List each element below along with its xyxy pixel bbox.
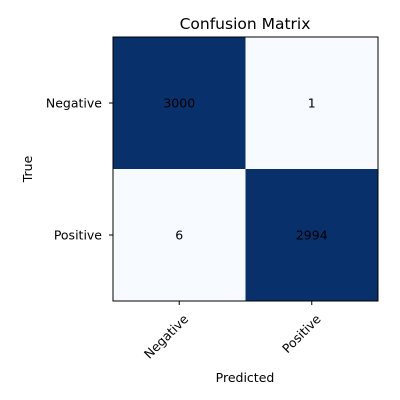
cell-value-label-0-1: 1 [308,96,316,111]
heatmap-cell-0-0 [113,37,246,170]
y-tick-label: Negative [46,96,102,111]
x-axis-ticks: Negative Positive [141,301,324,362]
x-axis-label: Predicted [216,370,275,385]
y-axis-label: True [20,155,35,183]
cell-value-label-1-1: 2994 [296,228,328,243]
heatmap-cell-0-1 [245,37,379,170]
y-axis-ticks: Negative Positive [46,96,113,243]
heatmap-cell-labels: 3000 1 6 2994 [163,96,327,243]
heatmap-cells [113,37,379,302]
cell-value-label-0-0: 3000 [163,96,195,111]
heatmap-cell-1-0 [113,169,246,302]
x-tick-label: Negative [141,311,191,361]
y-tick-label: Positive [54,228,102,243]
cell-value-label-1-0: 6 [175,228,183,243]
heatmap-cell-1-1 [245,169,379,302]
x-tick-label: Positive [279,311,324,356]
plot-frame [112,36,379,302]
chart-title: Confusion Matrix [180,15,311,33]
